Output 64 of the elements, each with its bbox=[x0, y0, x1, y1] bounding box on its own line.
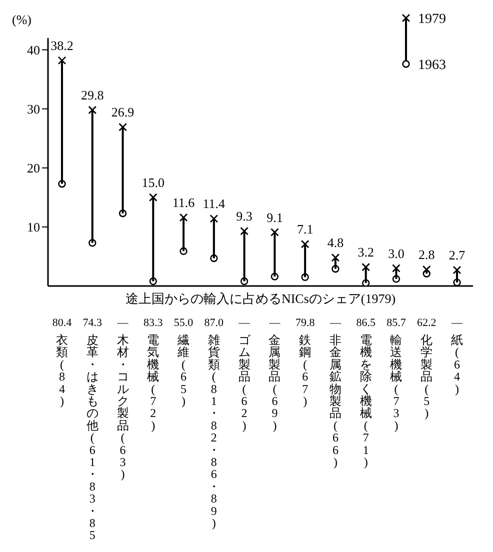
text: 79.8 bbox=[295, 317, 316, 329]
text: 74.3 bbox=[82, 317, 103, 329]
x-tick-label: 鉄鋼(67) bbox=[299, 333, 312, 408]
y-tick-label: 20 bbox=[27, 160, 40, 176]
x-tick-label: 化学製品(5) bbox=[420, 333, 433, 420]
text: — bbox=[238, 317, 251, 329]
data-label: 3.0 bbox=[388, 246, 404, 261]
y-tick-label: 30 bbox=[27, 101, 40, 116]
data-label: 9.1 bbox=[266, 210, 283, 225]
x-tick-label: 繊維(65) bbox=[176, 333, 190, 408]
x-tick-label: ゴム製品(62) bbox=[238, 333, 252, 432]
category-label: 皮革・はきもの他(61・83・85 bbox=[86, 333, 98, 542]
text: 55.0 bbox=[174, 317, 194, 329]
point bbox=[58, 56, 66, 65]
point bbox=[148, 193, 158, 202]
point bbox=[270, 228, 279, 236]
text: 途上国からの輸入に占めるNICsのシェア(1979) bbox=[124, 290, 397, 308]
text: — bbox=[328, 317, 342, 329]
point bbox=[210, 214, 218, 223]
data-label: 4.8 bbox=[327, 235, 344, 250]
data-label: 7.1 bbox=[296, 222, 314, 237]
x-tick-label: 衣類(84) bbox=[56, 333, 68, 408]
data-label: 26.9 bbox=[111, 104, 134, 120]
y-tick-label: 40 bbox=[27, 42, 40, 58]
text: — bbox=[268, 317, 282, 329]
text: 83.3 bbox=[144, 317, 164, 329]
point bbox=[88, 106, 97, 114]
data-label: 38.2 bbox=[50, 38, 74, 53]
legend-label: 1963 bbox=[418, 58, 446, 73]
data-label: 29.8 bbox=[81, 88, 104, 103]
point bbox=[392, 264, 400, 272]
point bbox=[452, 266, 462, 274]
point bbox=[118, 122, 127, 132]
x-tick-label: 電気機械(72) bbox=[147, 333, 160, 432]
data-label: 11.6 bbox=[172, 194, 196, 210]
text: 80.4 bbox=[52, 317, 72, 329]
point bbox=[300, 240, 310, 248]
text: 87.0 bbox=[204, 317, 224, 329]
text: 62.2 bbox=[416, 317, 436, 329]
legend-label: 1979 bbox=[418, 12, 446, 27]
data-label: 11.4 bbox=[202, 196, 226, 212]
category-label: 木材・コルク製品(63) bbox=[116, 333, 129, 482]
y-tick-label: 10 bbox=[27, 220, 40, 235]
point bbox=[362, 262, 370, 272]
point bbox=[331, 253, 340, 262]
data-label: 3.2 bbox=[358, 244, 374, 260]
category-label: 電機を除く機械(71) bbox=[360, 333, 372, 469]
text: 85.7 bbox=[386, 317, 406, 329]
x-tick-label: 金属製品(69) bbox=[268, 333, 281, 432]
text: 86.5 bbox=[356, 317, 376, 329]
x-tick-label: 輸送機械(73) bbox=[390, 333, 402, 432]
data-label: 9.3 bbox=[236, 208, 252, 224]
point bbox=[179, 213, 188, 222]
data-label: 2.7 bbox=[448, 248, 466, 263]
text: — bbox=[116, 317, 130, 329]
data-label: 15.0 bbox=[142, 174, 165, 190]
category-label: 雑貨類(81・82・86・89) bbox=[208, 333, 220, 530]
point bbox=[422, 265, 431, 274]
text: — bbox=[450, 317, 464, 329]
data-label: 2.8 bbox=[418, 246, 435, 262]
x-tick-label: 紙(64) bbox=[451, 333, 463, 396]
y-axis-title: (%) bbox=[12, 12, 32, 28]
category-label: 非金属鉱物製品(66) bbox=[329, 333, 342, 469]
point bbox=[240, 226, 249, 236]
